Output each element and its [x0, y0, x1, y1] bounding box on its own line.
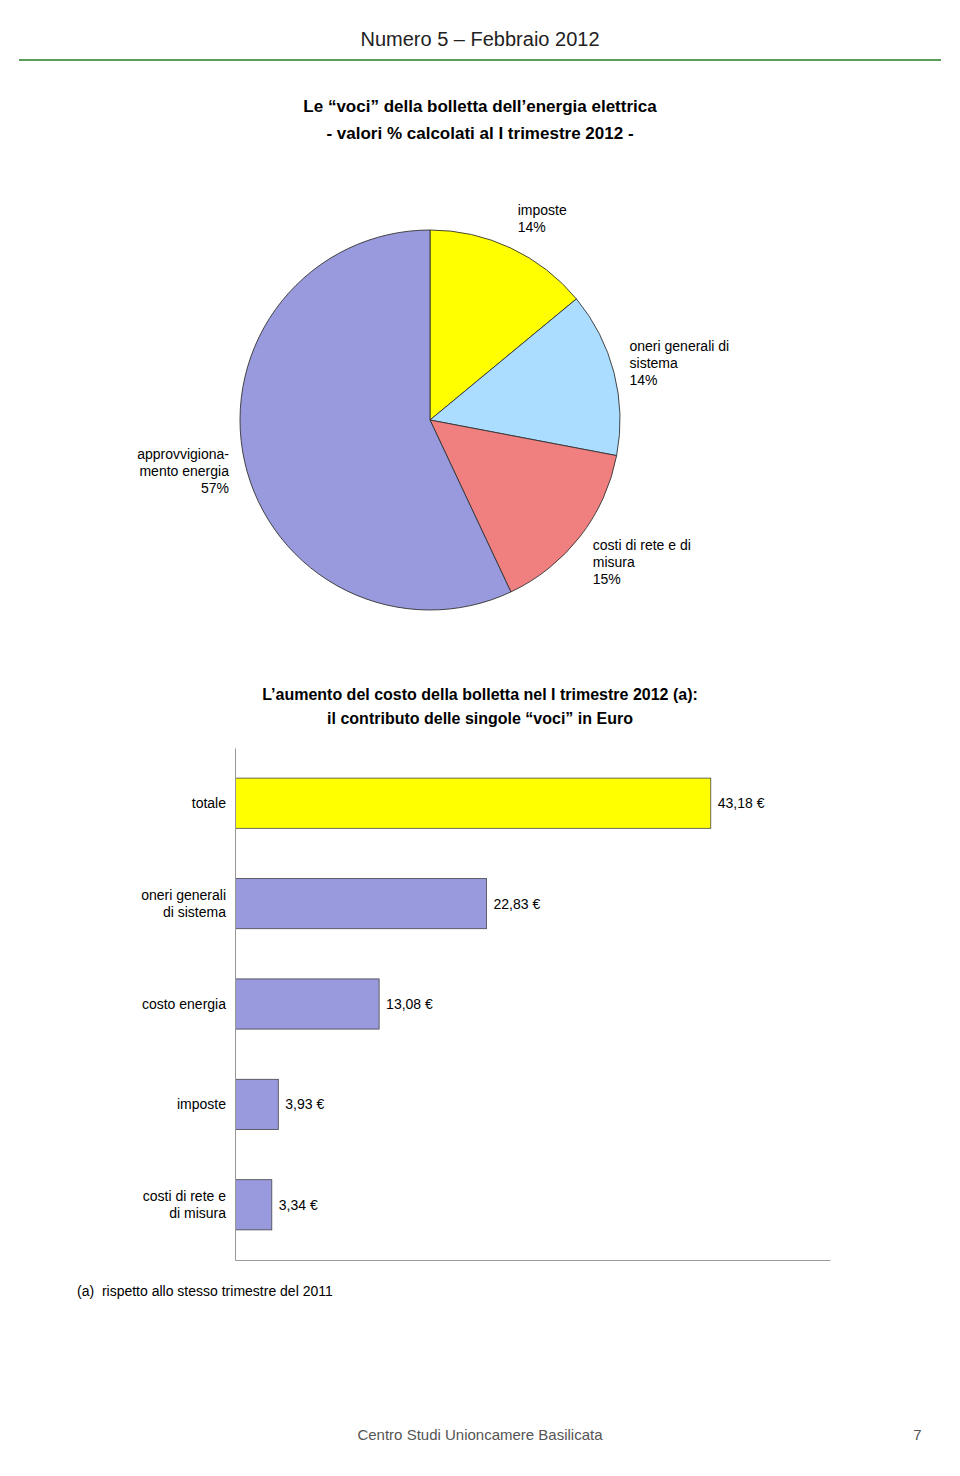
pie-label-line: 14%	[518, 219, 546, 235]
y-tick: costo energia	[142, 996, 226, 1012]
pie-label-line: costi di rete e di	[593, 537, 691, 553]
pie: imposte14%oneri generali disistema14%cos…	[137, 202, 729, 610]
y-tick-label: imposte	[177, 1096, 226, 1112]
x-axis	[236, 1260, 831, 1261]
pie-label-line: approvvigiona-	[137, 446, 229, 462]
pie-label-line: misura	[593, 554, 635, 570]
y-tick: oneri generalidi sistema	[141, 887, 226, 920]
bar	[235, 778, 711, 828]
bars	[235, 778, 711, 1230]
pie-label-line: oneri generali di	[630, 338, 730, 354]
y-tick: imposte	[177, 1096, 226, 1112]
pie-slice	[240, 230, 511, 610]
chart-title: L’aumento del costo della bolletta nel I…	[262, 686, 698, 703]
data-label: 13,08 €	[386, 996, 433, 1012]
footer: Centro Studi Unioncamere Basilicata	[357, 1426, 603, 1443]
y-tick-label: costo energia	[142, 996, 226, 1012]
pie-label-line: 15%	[593, 571, 621, 587]
pie-label-line: 57%	[201, 480, 229, 496]
y-tick-label: totale	[192, 795, 226, 811]
pie-label: imposte14%	[518, 202, 567, 235]
chart-title: Le “voci” della bolletta dell’energia el…	[303, 97, 657, 116]
chart-subtitle: il contributo delle singole “voci” in Eu…	[327, 710, 633, 727]
y-tick-label-line: di misura	[169, 1205, 226, 1221]
bar-chart: 43,18 € 22,83 € 13,08 € 3,93 € 3,34 € totale o…	[141, 749, 830, 1261]
y-tick-label-line: costo energia	[142, 996, 226, 1012]
data-labels: 43,18 € 22,83 € 13,08 € 3,93 € 3,34 €	[279, 795, 765, 1213]
pie-label-line: 14%	[630, 372, 658, 388]
y-tick-label-line: oneri generali	[141, 887, 226, 903]
y-tick-label: costi di rete edi misura	[143, 1188, 226, 1221]
pie-labels: imposte14%oneri generali disistema14%cos…	[137, 202, 729, 587]
header: Numero 5 – Febbraio 2012	[360, 28, 599, 50]
bar	[235, 1079, 278, 1129]
y-tick-label-line: imposte	[177, 1096, 226, 1112]
y-axis-line	[235, 749, 236, 1261]
pie-label-line: imposte	[518, 202, 567, 218]
y-tick: totale	[192, 795, 226, 811]
y-axis: totale oneri generalidi sistema costo ener…	[141, 749, 235, 1261]
y-tick-label: oneri generalidi sistema	[141, 887, 226, 920]
y-tick-label-line: totale	[192, 795, 226, 811]
pie-label: costi di rete e dimisura15%	[593, 537, 691, 587]
pie-label-line: mento energia	[139, 463, 229, 479]
data-label: 22,83 €	[494, 896, 541, 912]
pie-label: approvvigiona-mento energia57%	[137, 446, 229, 496]
data-label: 3,34 €	[279, 1197, 318, 1213]
page: Numero 5 – Febbraio 2012 Le “voci” della …	[0, 0, 960, 1476]
y-tick-label-line: di sistema	[163, 904, 226, 920]
y-tick: costi di rete edi misura	[143, 1188, 226, 1221]
bar	[235, 979, 379, 1029]
slices	[240, 230, 620, 610]
page-number: 7	[913, 1426, 921, 1443]
data-label: 3,93 €	[285, 1096, 324, 1112]
bar	[235, 879, 487, 929]
bar	[235, 1180, 272, 1230]
x-axis-line	[236, 1260, 831, 1261]
pie-label: oneri generali disistema14%	[630, 338, 730, 388]
annotation: (a) rispetto allo stesso trimestre del 2…	[77, 1283, 333, 1299]
y-tick-label-line: costi di rete e	[143, 1188, 226, 1204]
data-label: 43,18 €	[718, 795, 765, 811]
header-rule	[19, 59, 941, 61]
pie-label-line: sistema	[630, 355, 678, 371]
chart-subtitle: - valori % calcolati al I trimestre 2012…	[326, 124, 633, 143]
